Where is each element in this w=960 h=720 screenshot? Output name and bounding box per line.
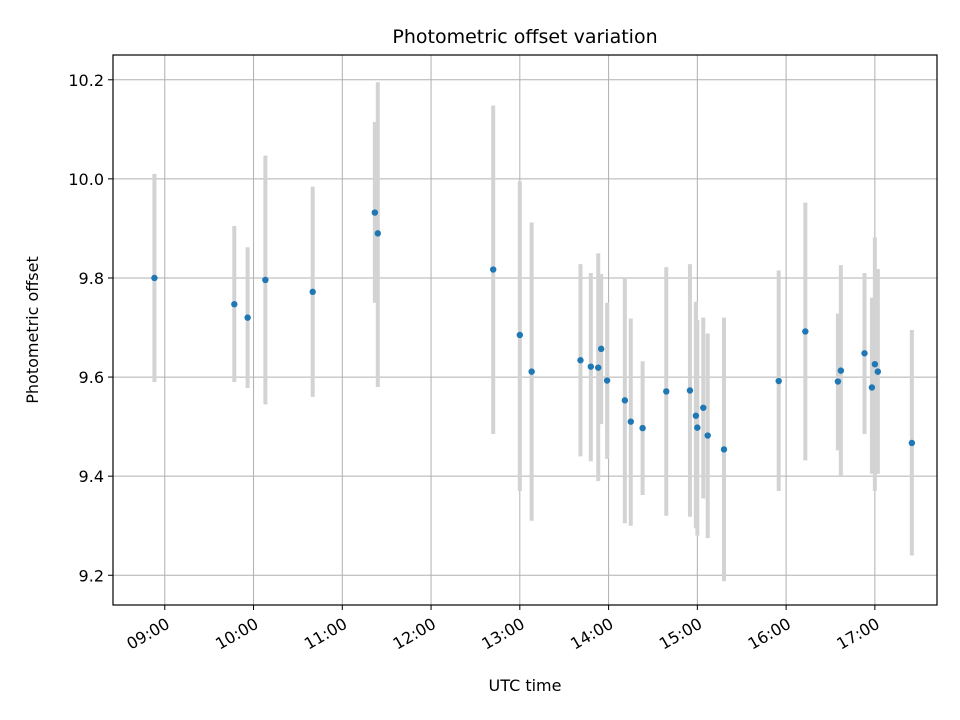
x-tick-label: 09:00 (123, 614, 172, 654)
data-point (834, 378, 842, 385)
data-point (231, 301, 238, 308)
data-point (516, 331, 524, 339)
data-point (603, 377, 611, 384)
data-point (244, 314, 251, 321)
x-tick-label: 17:00 (833, 614, 882, 654)
data-point (489, 266, 497, 273)
x-tick-label: 15:00 (656, 614, 705, 654)
x-tick-label: 10:00 (212, 614, 261, 654)
data-point (371, 209, 379, 216)
y-tick-label: 9.6 (79, 368, 104, 387)
data-point (528, 368, 535, 375)
data-point (871, 360, 879, 368)
x-tick-label: 16:00 (745, 614, 794, 654)
data-point (627, 418, 634, 425)
data-point (686, 387, 694, 394)
data-point (151, 274, 158, 282)
data-point (597, 345, 605, 353)
data-point (700, 404, 707, 411)
data-point (639, 424, 646, 432)
data-point (309, 288, 316, 296)
chart-title: Photometric offset variation (392, 26, 657, 48)
y-tick-label: 9.8 (79, 269, 104, 288)
data-point (868, 384, 876, 391)
y-tick-label: 10.2 (68, 71, 104, 90)
data-point (874, 368, 882, 375)
y-axis-label: Photometric offset (23, 256, 42, 404)
data-point (374, 230, 382, 237)
data-point (837, 367, 845, 374)
x-tick-label: 12:00 (390, 614, 439, 654)
x-tick-label: 11:00 (301, 614, 350, 654)
x-tick-label: 14:00 (567, 614, 616, 654)
data-point (577, 357, 584, 364)
data-point (692, 412, 700, 419)
data-point (587, 363, 595, 370)
y-tick-label: 9.4 (79, 467, 104, 486)
data-point (595, 364, 602, 371)
x-axis: 09:00 10:00 11:00 12:00 13:00 14:00 15:00 16:00… (123, 605, 883, 654)
y-tick-label: 9.2 (79, 566, 104, 585)
data-point (802, 328, 809, 335)
data-point (704, 432, 711, 439)
data-point (775, 377, 782, 385)
plot-frame (112, 54, 938, 606)
data-point (861, 350, 868, 357)
x-axis-label: UTC time (489, 676, 562, 695)
data-point (908, 439, 916, 447)
data-point (694, 424, 701, 431)
y-axis: 9.2 9.4 9.6 9.8 10.0 10.2 (68, 71, 113, 585)
data-point (621, 397, 629, 404)
data-points (151, 209, 916, 453)
plot-background (113, 55, 937, 605)
data-point (663, 388, 670, 395)
y-tick-label: 10.0 (68, 170, 104, 189)
data-point (720, 446, 728, 453)
x-tick-label: 13:00 (478, 614, 527, 654)
data-point (262, 276, 269, 284)
